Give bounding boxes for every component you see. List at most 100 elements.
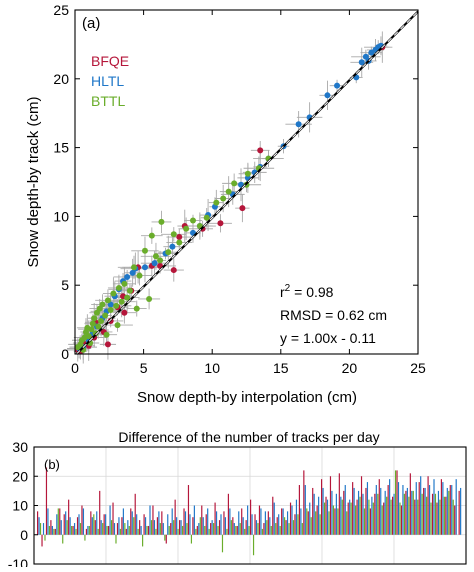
bar-hltl [140,525,142,535]
bar-bfqe [187,485,190,535]
bar-hltl [375,485,377,535]
bar-bttl [128,525,130,535]
bar-hltl [335,493,337,535]
point-bttl [220,195,227,202]
point-bttl [157,257,164,264]
bar-bfqe [307,511,309,535]
bar-bttl [159,523,161,535]
bar-bttl [208,528,210,535]
bar-hltl [220,514,222,535]
bar-hltl [87,525,89,535]
bar-bttl [412,490,414,535]
bar-bfqe [449,485,451,535]
x-tick-label: 0 [71,360,79,376]
bar-bttl [48,525,51,535]
bar-hltl [264,511,266,535]
bar-bfqe [365,487,367,535]
bar-bttl [199,517,201,535]
bar-hltl [184,511,187,535]
bar-bfqe [285,520,287,535]
bar-bttl [106,525,108,535]
point-hltl [324,92,331,99]
point-bttl [103,331,110,338]
bar-bfqe [130,508,132,535]
bar-bfqe [276,517,278,535]
bar-hltl [295,499,298,535]
bar-bfqe [245,520,247,535]
bar-bfqe [201,505,203,535]
bar-bfqe [383,502,385,535]
bar-hltl [247,505,249,535]
bar-bfqe [347,502,349,535]
bar-bttl [133,517,135,535]
bar-bfqe [352,482,354,535]
bar-bfqe [50,520,52,535]
bar-bfqe [454,505,456,535]
point-bttl [121,280,128,287]
bar-bfqe [236,525,238,535]
scatter-axes-frame [74,9,419,355]
bar-bttl [315,511,317,535]
bar-bttl [346,511,348,535]
bar-bfqe [179,520,181,535]
bar-bfqe [232,517,234,535]
bar-bttl [448,490,450,535]
bar-hltl [207,508,209,535]
bar-hltl [366,482,369,535]
bar-hltl [437,490,440,535]
bar-bfqe [205,514,207,535]
bar-hltl [424,487,426,535]
bar-y-tick-label: 10 [12,498,28,514]
point-bttl [88,326,95,333]
bar-hltl [433,479,435,535]
bar-bfqe [289,502,292,535]
stat-r2-prefix: r [280,284,285,300]
point-bttl [152,253,159,260]
bar-bttl [332,505,335,535]
bar-bfqe [90,511,92,535]
bar-hltl [193,505,195,535]
bar-bttl [75,528,77,535]
x-tick-label: 25 [410,360,426,376]
bar-bfqe [316,505,318,535]
panel-label-b: (b) [44,457,60,472]
bar-bfqe [68,499,70,535]
bar-hltl [158,511,160,535]
bar-bttl [372,502,374,535]
point-bttl [91,315,98,322]
bar-hltl [118,517,120,535]
bar-bttl [417,499,419,535]
bar-bttl [368,499,370,535]
bar-bfqe [303,470,305,535]
bar-hltl [255,520,258,535]
bar-bttl [297,514,299,535]
bar-bfqe [156,517,158,535]
point-bttl [158,218,165,225]
bar-bfqe [414,499,416,535]
bar-bfqe [116,523,119,535]
bar-bfqe [440,479,442,535]
bar-bttl [399,502,401,535]
bar-bttl [115,534,117,544]
bar-hltl [353,487,355,535]
bar-hltl [384,490,386,535]
scatter-y-axis-label: Snow depth-by track (cm) [25,97,42,268]
bar-bttl [173,520,175,535]
scatter-x-axis-label: Snow depth-by interpolation (cm) [137,389,357,406]
bar-bttl [226,528,228,535]
bar-hltl [349,499,351,535]
bar-hltl [162,523,164,535]
bar-bttl [257,523,259,535]
point-bttl [203,214,210,221]
bar-bttl [142,534,144,547]
bar-chart-title: Difference of the number of tracks per d… [118,429,379,445]
bar-hltl [451,485,453,535]
bar-hltl [406,487,408,535]
bar-bfqe [272,496,274,535]
bar-hltl [105,514,107,535]
bar-bttl [235,525,237,535]
point-bttl [118,298,125,305]
bar-bttl [177,528,179,535]
bar-hltl [278,514,280,535]
bar-bttl [53,528,55,535]
